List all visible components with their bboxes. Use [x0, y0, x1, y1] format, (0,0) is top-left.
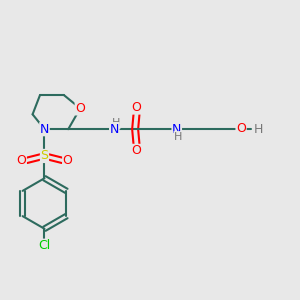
Text: H: H: [174, 132, 182, 142]
Text: O: O: [16, 154, 26, 167]
Text: Cl: Cl: [38, 239, 51, 252]
Text: O: O: [132, 144, 142, 158]
Text: O: O: [75, 102, 85, 115]
Text: N: N: [40, 123, 49, 136]
Text: H: H: [254, 123, 263, 136]
Text: O: O: [63, 154, 73, 167]
Text: O: O: [132, 101, 142, 114]
Text: N: N: [110, 123, 119, 136]
Text: H: H: [112, 118, 120, 128]
Text: N: N: [172, 123, 182, 136]
Text: S: S: [40, 149, 49, 162]
Text: O: O: [236, 122, 246, 135]
